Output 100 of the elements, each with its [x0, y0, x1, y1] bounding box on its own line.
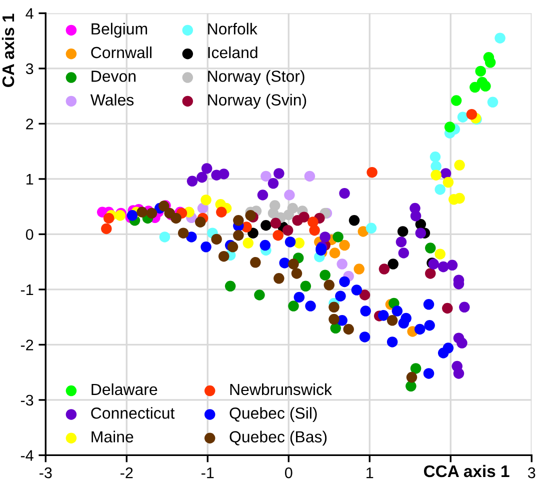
y-tick-label: -4 [20, 450, 34, 461]
point [388, 258, 399, 270]
point [200, 194, 212, 206]
point [136, 206, 148, 218]
y-tick-label: 4 [26, 8, 34, 19]
point [101, 223, 112, 234]
point [274, 273, 284, 284]
point [284, 190, 295, 200]
x-tick-label: -2 [120, 467, 133, 478]
point [438, 261, 449, 272]
point [260, 240, 271, 251]
point [320, 270, 330, 280]
point [300, 280, 312, 292]
point [360, 306, 371, 316]
point [328, 314, 340, 325]
point [233, 215, 244, 226]
point [386, 315, 398, 326]
point [398, 248, 410, 258]
point [480, 80, 491, 92]
point [442, 176, 454, 188]
point [288, 258, 299, 270]
point [470, 82, 480, 93]
legend-label: Quebec (Bas) [230, 430, 327, 446]
point [450, 95, 462, 106]
point [159, 232, 170, 242]
point [242, 238, 254, 248]
point [336, 258, 348, 270]
x-tick-label: -1 [202, 468, 214, 478]
point [186, 232, 197, 242]
point [269, 200, 280, 211]
point [343, 324, 354, 335]
point [103, 212, 114, 224]
point [456, 338, 468, 348]
point [442, 302, 453, 314]
point [339, 240, 350, 251]
legend-label: Norway (Stor) [208, 70, 304, 86]
point [146, 208, 158, 219]
point [378, 310, 389, 321]
point [446, 260, 458, 271]
point [320, 232, 330, 242]
point [410, 210, 422, 222]
point [294, 238, 305, 248]
point [227, 242, 238, 252]
point [216, 206, 227, 218]
legend-label: Belgium [92, 22, 148, 38]
x-tick-label: 1 [366, 468, 374, 478]
x-axis-title: CCA axis 1 [424, 464, 510, 478]
point [270, 218, 282, 229]
point [359, 290, 370, 300]
point [200, 242, 212, 252]
legend-label: Cornwall [91, 46, 152, 58]
point [309, 224, 320, 236]
point [126, 210, 138, 221]
point [444, 122, 456, 132]
legend-label: Iceland [208, 46, 258, 58]
point [283, 210, 294, 220]
point [298, 212, 310, 222]
point [305, 300, 316, 312]
x-tick-label: 0 [284, 467, 292, 478]
legend-label: Delaware [92, 383, 158, 396]
point [434, 248, 446, 260]
point [328, 302, 340, 313]
point [378, 264, 390, 274]
point [329, 248, 340, 258]
point [359, 332, 370, 342]
point [332, 232, 344, 242]
y-axis-title: CA axis 1 [2, 14, 14, 87]
point [260, 220, 272, 231]
point [284, 236, 296, 248]
point [268, 178, 279, 189]
y-tick-label: -1 [20, 284, 34, 296]
x-tick-label: 3 [528, 467, 536, 478]
point [423, 368, 434, 379]
legend-label: Quebec (Sil) [230, 407, 317, 422]
point [415, 228, 426, 238]
point [178, 228, 189, 238]
point [291, 268, 302, 279]
point [257, 190, 268, 200]
point [466, 108, 478, 120]
point [351, 284, 362, 296]
y-tick-label: 1 [26, 174, 34, 185]
point [339, 188, 350, 199]
point [354, 264, 364, 274]
legend-label: Devon [92, 70, 136, 82]
point [366, 166, 378, 178]
point [211, 234, 222, 245]
point [396, 236, 407, 248]
legend-label: Norway (Svin) [208, 94, 306, 109]
point [196, 172, 208, 183]
y-tick-label: 0 [26, 229, 34, 240]
point [260, 170, 272, 182]
point [430, 170, 442, 180]
point [224, 280, 236, 292]
point [423, 299, 434, 310]
point [430, 151, 441, 162]
point [453, 368, 464, 379]
point [398, 318, 410, 329]
y-tick-label: 2 [26, 118, 34, 130]
point [406, 372, 418, 383]
point [406, 380, 416, 392]
